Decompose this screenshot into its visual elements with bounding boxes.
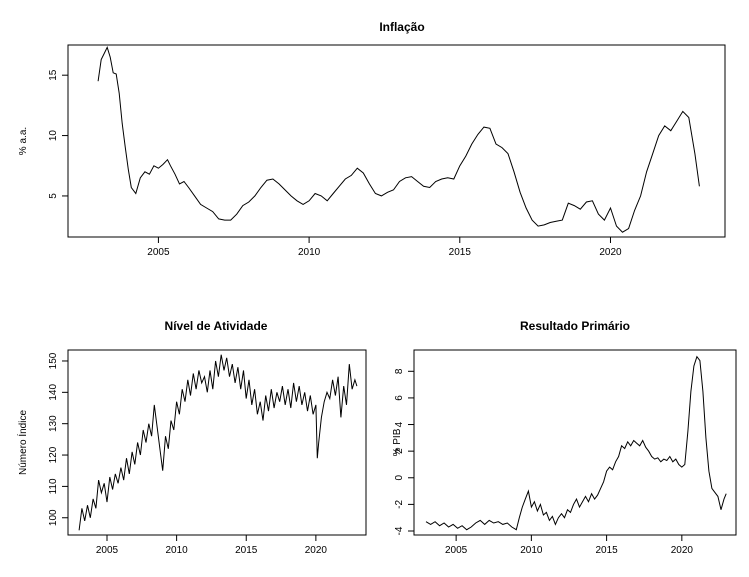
plot-frame bbox=[67, 44, 726, 238]
x-tick-label: 2020 bbox=[305, 545, 328, 556]
chart-panel-2: Nível de Atividade Número Índice 2005 2010 2… bbox=[16, 319, 367, 556]
x-tick-label: 2015 bbox=[595, 545, 618, 556]
y-tick-label: 10 bbox=[48, 130, 59, 142]
y-tick-label: 0 bbox=[394, 475, 405, 481]
x-tick-label: 2005 bbox=[96, 545, 119, 556]
y-tick-label: 6 bbox=[394, 395, 405, 401]
x-tick-label: 2010 bbox=[165, 545, 188, 556]
y-tick-label: 15 bbox=[48, 69, 59, 81]
y-tick-label: 130 bbox=[48, 415, 59, 432]
y-tick-label: 150 bbox=[48, 352, 59, 369]
chart-panel-1: Inflação % a.a. 2005 2010 2015 2020 5 10 15 bbox=[18, 20, 726, 258]
chart-panel-3: Resultado Primário % PIB 2005 2010 2015 2020 -… bbox=[392, 319, 737, 556]
y-tick-label: 110 bbox=[48, 478, 59, 494]
y-tick-label: 120 bbox=[48, 446, 59, 463]
y-tick-label: -4 bbox=[394, 526, 405, 535]
x-tick-label: 2005 bbox=[445, 545, 468, 556]
plot-frame bbox=[67, 349, 367, 536]
y-axis-label: % PIB bbox=[392, 428, 403, 456]
series-line-1 bbox=[425, 355, 727, 531]
series-line-1 bbox=[97, 46, 700, 233]
x-tick-label: 2005 bbox=[147, 247, 170, 258]
y-axis-label: % a.a. bbox=[18, 127, 29, 155]
y-axis-label: Número Índice bbox=[16, 410, 29, 475]
y-tick-label: -2 bbox=[394, 500, 405, 509]
x-tick-label: 2015 bbox=[449, 247, 472, 258]
x-tick-label: 2020 bbox=[671, 545, 694, 556]
x-tick-label: 2015 bbox=[235, 545, 258, 556]
chart-title: Resultado Primário bbox=[520, 319, 630, 333]
x-tick-label: 2010 bbox=[520, 545, 543, 556]
plot-frame bbox=[413, 349, 737, 536]
y-tick-label: 8 bbox=[394, 368, 405, 374]
chart-title: Inflação bbox=[379, 20, 424, 34]
y-tick-label: 100 bbox=[48, 509, 59, 526]
x-tick-label: 2010 bbox=[298, 247, 321, 258]
y-tick-label: 4 bbox=[394, 421, 405, 427]
y-tick-label: 2 bbox=[394, 448, 405, 454]
series-line-1 bbox=[78, 354, 358, 531]
chart-title: Nível de Atividade bbox=[165, 319, 268, 333]
y-tick-label: 140 bbox=[48, 384, 59, 401]
x-tick-label: 2020 bbox=[599, 247, 622, 258]
y-tick-label: 5 bbox=[48, 193, 59, 199]
